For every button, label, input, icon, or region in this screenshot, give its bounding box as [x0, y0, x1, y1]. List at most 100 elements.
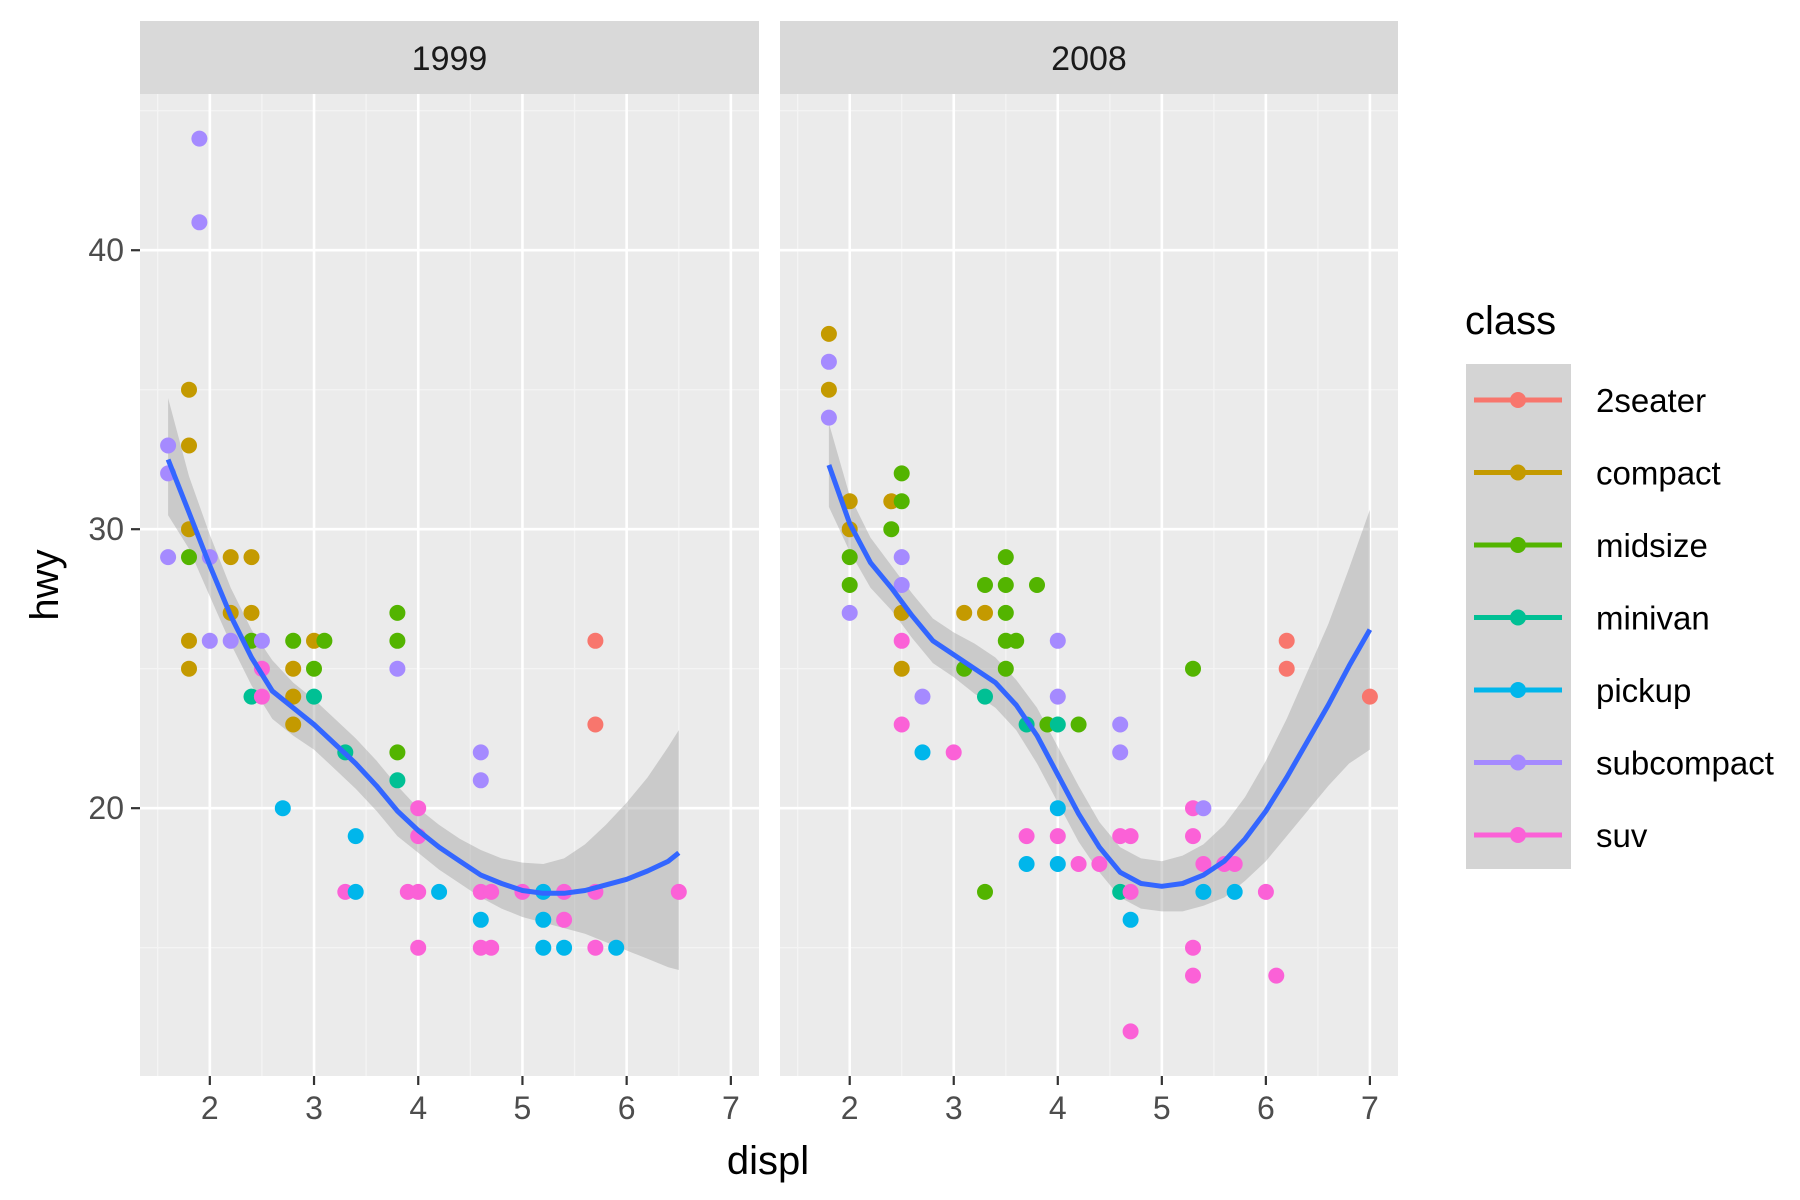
- data-point-compact: [893, 660, 910, 677]
- data-point-compact: [820, 381, 837, 398]
- x-axis-title: displ: [727, 1139, 809, 1183]
- data-point-pickup: [914, 744, 931, 761]
- legend-label-subcompact: subcompact: [1596, 745, 1774, 782]
- data-point-suv: [1122, 828, 1139, 845]
- data-point-midsize: [1008, 632, 1025, 649]
- data-point-compact: [977, 604, 993, 621]
- panel-background-1999: [140, 94, 759, 1076]
- facet-strip-2008: [780, 21, 1398, 94]
- data-point-subcompact: [160, 437, 177, 454]
- data-point-subcompact: [191, 214, 208, 231]
- data-point-midsize: [997, 549, 1014, 566]
- legend-key-point-minivan: [1510, 609, 1526, 626]
- data-point-midsize: [306, 660, 322, 677]
- data-point-subcompact: [191, 130, 208, 147]
- data-point-subcompact: [820, 409, 837, 426]
- data-point-compact: [956, 604, 973, 621]
- data-point-pickup: [535, 939, 552, 956]
- smooth-line-1999: [165, 458, 681, 896]
- data-point-suv: [410, 800, 427, 817]
- y-tick-label: 20: [88, 790, 124, 826]
- data-point-midsize: [389, 744, 406, 761]
- legend-key-point-compact: [1510, 464, 1526, 481]
- legend-key-point-midsize: [1510, 537, 1526, 553]
- data-point-midsize: [316, 632, 333, 649]
- data-point-compact: [181, 632, 197, 649]
- data-point-subcompact: [893, 549, 910, 566]
- data-point-subcompact: [222, 632, 239, 649]
- data-point-compact: [243, 549, 260, 566]
- x-tick-label: 4: [409, 1090, 427, 1126]
- data-point-compact: [181, 437, 197, 454]
- legend-label-minivan: minivan: [1596, 600, 1710, 637]
- legend: class 2seater compact midsize minivan pickup…: [1465, 299, 1774, 869]
- data-point-suv: [1018, 828, 1035, 845]
- data-point-subcompact: [1112, 744, 1129, 761]
- legend-key-point-suv: [1510, 827, 1526, 843]
- data-point-pickup: [274, 800, 291, 817]
- data-point-subcompact: [472, 772, 489, 789]
- y-axis: 20 30 40: [88, 232, 140, 826]
- data-point-subcompact: [201, 632, 218, 649]
- legend-label-suv: suv: [1596, 817, 1648, 854]
- data-point-minivan: [306, 688, 322, 705]
- x-tick-label: 5: [514, 1090, 532, 1126]
- data-point-suv: [1122, 883, 1139, 900]
- legend-items: 2seater compact midsize minivan pickup subcom…: [1474, 382, 1774, 854]
- data-point-pickup: [1226, 883, 1243, 900]
- data-point-midsize: [883, 521, 900, 538]
- data-point-subcompact: [1112, 716, 1129, 733]
- x-tick-label: 7: [722, 1090, 740, 1126]
- loess-smooth-line: [165, 458, 681, 896]
- data-point-minivan: [389, 772, 406, 789]
- x-tick-label: 4: [1049, 1090, 1067, 1126]
- data-point-suv: [670, 883, 687, 900]
- panel-background-2008: [780, 94, 1398, 1076]
- data-point-midsize: [181, 549, 197, 566]
- data-point-compact: [285, 660, 302, 677]
- legend-title: class: [1465, 299, 1556, 343]
- data-point-midsize: [1029, 577, 1045, 593]
- data-point-pickup: [1049, 856, 1066, 872]
- data-point-suv: [1257, 883, 1274, 900]
- data-point-compact: [243, 604, 260, 621]
- data-point-midsize: [841, 577, 858, 593]
- data-point-subcompact: [841, 604, 858, 621]
- data-point-suv: [1091, 856, 1108, 872]
- data-point-subcompact: [914, 688, 931, 705]
- x-axis-2008: 2 3 4 5 6 7: [841, 1076, 1379, 1126]
- data-point-suv: [1122, 1023, 1139, 1040]
- smooth-line-2008: [826, 464, 1373, 889]
- data-point-midsize: [893, 465, 910, 482]
- data-point-midsize: [1070, 716, 1087, 733]
- x-tick-label: 2: [201, 1090, 219, 1126]
- data-point-compact: [181, 660, 197, 677]
- data-point-minivan: [977, 688, 993, 705]
- data-point-2seater: [587, 632, 604, 649]
- data-point-subcompact: [253, 632, 270, 649]
- legend-label-pickup: pickup: [1596, 672, 1691, 709]
- facet-strip-label-1999: 1999: [412, 40, 488, 78]
- x-axis-1999: 2 3 4 5 6 7: [201, 1076, 740, 1126]
- data-point-subcompact: [472, 744, 489, 761]
- data-point-suv: [483, 883, 500, 900]
- data-point-subcompact: [1049, 688, 1066, 705]
- x-tick-label: 7: [1361, 1090, 1379, 1126]
- data-point-midsize: [389, 604, 406, 621]
- data-point-subcompact: [1049, 632, 1066, 649]
- data-point-pickup: [431, 883, 448, 900]
- data-point-pickup: [535, 911, 552, 928]
- data-point-suv: [1226, 856, 1243, 872]
- data-point-suv: [1268, 967, 1285, 984]
- data-point-midsize: [997, 604, 1014, 621]
- minor-gridlines-1999: [140, 94, 759, 1076]
- data-point-suv: [587, 939, 604, 956]
- legend-label-midsize: midsize: [1596, 527, 1708, 564]
- data-point-subcompact: [820, 353, 837, 370]
- data-point-midsize: [841, 549, 858, 566]
- data-point-midsize: [997, 577, 1014, 593]
- legend-key-point-subcompact: [1510, 754, 1526, 771]
- data-point-compact: [285, 716, 302, 733]
- data-point-suv: [1195, 856, 1212, 872]
- data-point-midsize: [1185, 660, 1201, 677]
